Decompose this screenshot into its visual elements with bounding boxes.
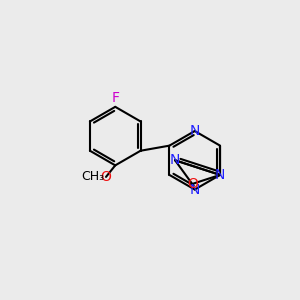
Text: N: N	[190, 124, 200, 138]
Text: F: F	[111, 91, 119, 105]
Text: N: N	[190, 182, 200, 197]
Text: N: N	[215, 168, 225, 182]
Text: N: N	[170, 153, 180, 167]
Text: O: O	[187, 177, 198, 191]
Text: O: O	[100, 170, 111, 184]
Text: CH₃: CH₃	[82, 170, 105, 183]
